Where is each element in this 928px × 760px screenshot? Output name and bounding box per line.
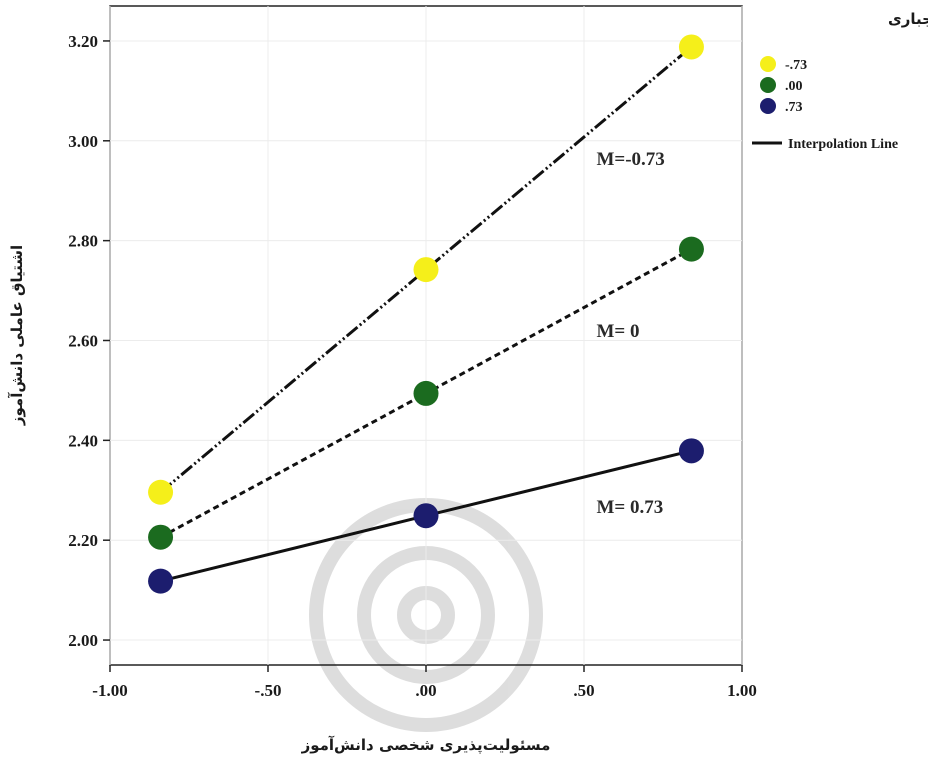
y-tick-label: 2.40 xyxy=(68,431,98,450)
data-point xyxy=(678,236,704,262)
grid xyxy=(109,6,743,665)
data-point xyxy=(413,380,439,406)
x-axis-title: مسئولیت‌پذیری شخصی دانش‌آموز xyxy=(301,736,551,755)
data-point xyxy=(678,438,704,464)
legend-label: .73 xyxy=(785,100,803,115)
y-tick-label: 3.20 xyxy=(68,32,98,51)
series-annotation: M= 0.73 xyxy=(596,497,663,518)
x-tick-label: -.50 xyxy=(255,681,282,700)
series-annotations: M=-0.73 M= 0 M= 0.73 xyxy=(596,149,664,518)
legend: M راهبرد اجباری -.73 .00 .73 Interpolation… xyxy=(752,10,928,152)
series-points xyxy=(148,34,704,594)
y-tick-label: 2.20 xyxy=(68,531,98,550)
data-point xyxy=(148,568,174,594)
series-annotation: M=-0.73 xyxy=(596,149,664,170)
legend-label: .00 xyxy=(785,79,803,94)
y-axis-title: اشتیاق عاملی دانش‌آموز xyxy=(8,245,26,426)
legend-swatch xyxy=(760,77,776,93)
axis-ticks: 2.00 2.20 2.40 2.60 2.80 3.00 3.20 -1.00 -.50 .00… xyxy=(68,32,757,700)
legend-label: -.73 xyxy=(785,58,807,73)
y-tick-label: 3.00 xyxy=(68,132,98,151)
data-point xyxy=(413,503,439,529)
y-tick-label: 2.00 xyxy=(68,631,98,650)
y-tick-label: 2.60 xyxy=(68,331,98,350)
legend-swatch xyxy=(760,98,776,114)
y-tick-label: 2.80 xyxy=(68,232,98,251)
legend-title: M راهبرد اجباری xyxy=(888,10,928,28)
legend-interpolation-line-label: Interpolation Line xyxy=(788,137,898,152)
data-point xyxy=(148,524,174,550)
data-point xyxy=(678,34,704,60)
data-point xyxy=(148,479,174,505)
x-tick-label: -1.00 xyxy=(92,681,127,700)
x-tick-label: .50 xyxy=(573,681,594,700)
x-tick-label: .00 xyxy=(415,681,436,700)
data-point xyxy=(413,257,439,283)
series-annotation: M= 0 xyxy=(596,321,639,342)
x-tick-label: 1.00 xyxy=(727,681,757,700)
legend-swatch xyxy=(760,56,776,72)
